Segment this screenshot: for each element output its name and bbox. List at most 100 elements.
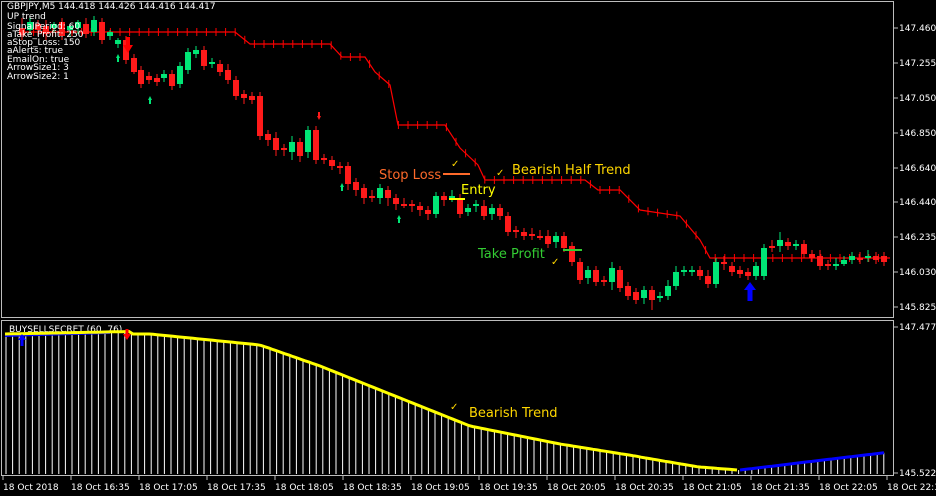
bull-candle	[833, 264, 839, 266]
bull-candle	[75, 22, 81, 28]
bull-candle	[849, 256, 855, 260]
bull-candle	[793, 244, 799, 246]
bear-candle	[225, 70, 231, 80]
red-down-arrow-icon	[123, 329, 131, 340]
bear-candle	[241, 94, 247, 98]
bear-candle	[481, 206, 487, 216]
price-axis-label: 146.850	[899, 129, 936, 139]
sub-window-frame	[1, 320, 894, 476]
price-axis-label: 146.440	[899, 198, 936, 208]
time-axis-label: 18 Oct 17:05	[139, 483, 198, 493]
bear-candle	[313, 130, 319, 160]
bear-candle	[697, 270, 703, 276]
bear-candle	[633, 292, 639, 300]
time-axis-label: 18 Oct 18:05	[275, 483, 334, 493]
bear-candle	[873, 256, 879, 260]
main-window-frame	[1, 1, 894, 318]
check-icon: ✓	[450, 402, 458, 413]
bull-candle	[433, 196, 439, 214]
bear-candle	[169, 74, 175, 86]
bear-candle	[83, 24, 89, 34]
bear-candle	[138, 70, 144, 84]
bear-candle	[345, 166, 351, 184]
bear-candle	[154, 78, 160, 82]
bear-candle	[801, 244, 807, 254]
bear-candle	[857, 258, 863, 260]
bear-candle	[705, 276, 711, 284]
price-axis-label: 146.235	[899, 233, 936, 243]
time-axis-label: 18 Oct 19:05	[411, 483, 470, 493]
bull-candle	[51, 24, 57, 28]
time-axis: 18 Oct 2018 18 Oct 16:35 18 Oct 17:05 18 Oc…	[2, 476, 936, 493]
bull-candle	[473, 204, 479, 206]
time-axis-label: 18 Oct 22:05	[819, 483, 878, 493]
bear-candle	[809, 254, 815, 258]
time-axis-label: 18 Oct 2018	[3, 483, 59, 493]
symbol-info: GBPJPY,M5 144.418 144.426 144.416 144.41…	[7, 2, 216, 12]
param-arrow-size2: ArrowSize2: 1	[7, 72, 69, 82]
param-stop-loss: aStop_Loss: 150	[7, 38, 81, 48]
bull-candle	[193, 50, 199, 54]
bear-candle	[769, 246, 775, 248]
bear-candle	[329, 160, 335, 166]
time-axis-label: 18 Oct 21:35	[751, 483, 810, 493]
bear-candle	[513, 230, 519, 232]
price-axis: 147.460 147.255 147.050 146.850 146.640 146.4…	[894, 24, 936, 313]
bull-candle	[641, 290, 647, 298]
bear-candle	[257, 96, 263, 136]
bull-candle	[753, 266, 759, 276]
bear-candle	[745, 272, 751, 276]
bear-candle	[393, 198, 399, 204]
bear-candle	[417, 206, 423, 210]
bear-candle	[337, 166, 343, 168]
bull-candle	[289, 142, 295, 152]
bearish-half-trend-label: Bearish Half Trend	[512, 163, 631, 178]
price-axis-label: 147.050	[899, 94, 936, 104]
param-take-profit: aTake_Profit: 250	[7, 30, 84, 40]
bearish-trend-label: Bearish Trend	[469, 406, 558, 421]
param-alerts: aAlerts: true	[7, 46, 63, 56]
bear-candle	[505, 216, 511, 232]
bear-candle	[537, 236, 543, 238]
bear-candle	[99, 22, 105, 40]
check-icon: ✓	[496, 168, 504, 179]
bear-candle	[123, 40, 129, 60]
time-axis-label: 18 Oct 19:35	[479, 483, 538, 493]
bull-candle	[713, 262, 719, 284]
price-axis-label: 145.825	[899, 303, 936, 313]
bear-candle	[217, 64, 223, 72]
small-up-arrow-icon	[148, 96, 152, 104]
signal-arrows	[116, 37, 756, 301]
bear-candle	[737, 270, 743, 274]
bear-candle	[369, 196, 375, 198]
bear-candle	[297, 142, 303, 156]
bull-candle	[465, 208, 471, 212]
bear-candle	[545, 236, 551, 244]
bull-candle	[585, 270, 591, 278]
bear-candle	[569, 246, 575, 262]
bear-candle	[457, 198, 463, 214]
price-axis-label: 147.460	[899, 24, 936, 34]
histogram	[4, 331, 885, 474]
bear-candle	[43, 26, 49, 34]
indicator-name: UP trend	[7, 12, 46, 22]
bear-candle	[521, 232, 527, 236]
bull-candle	[865, 256, 871, 258]
bull-candle	[657, 296, 663, 298]
bull-candle	[689, 270, 695, 272]
candles	[19, 16, 887, 310]
half-trend-line	[20, 31, 890, 259]
time-axis-label: 18 Oct 21:05	[683, 483, 742, 493]
bear-candle	[601, 280, 607, 282]
param-signal-period: SignalPeriod: 60	[7, 22, 81, 32]
trend-line-bearish	[4, 329, 738, 472]
bull-candle	[185, 52, 191, 70]
bull-candle	[107, 32, 113, 36]
bear-candle	[817, 256, 823, 266]
small-up-arrow-icon	[397, 215, 401, 223]
bull-candle	[67, 26, 73, 30]
bear-candle	[729, 266, 735, 272]
bull-candle	[553, 236, 559, 242]
bear-candle	[265, 134, 271, 140]
